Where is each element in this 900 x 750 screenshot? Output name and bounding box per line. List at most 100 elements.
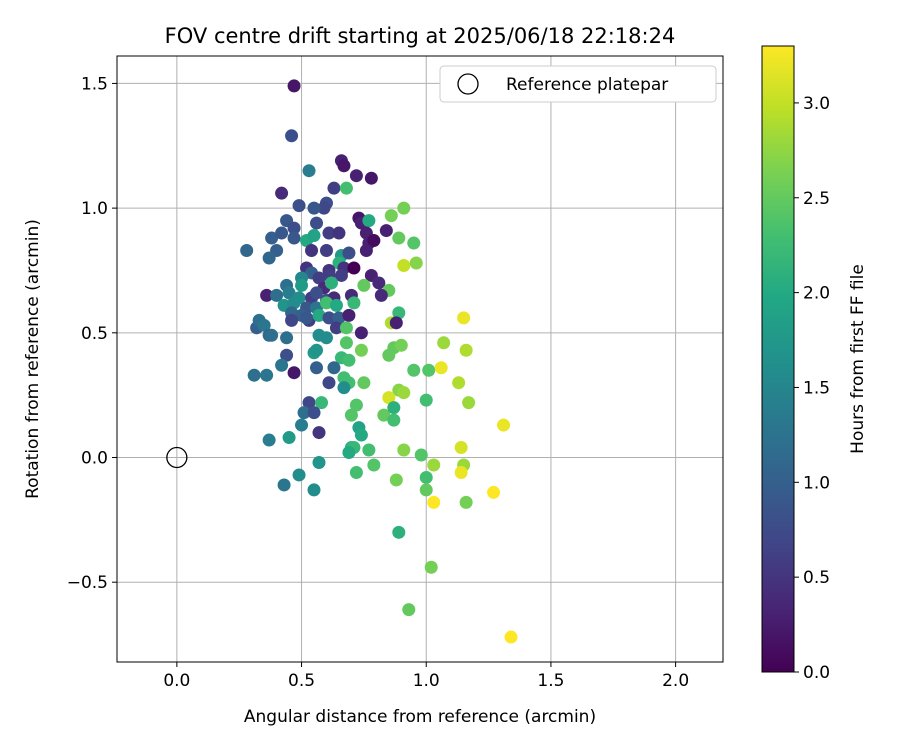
data-point: [265, 231, 279, 245]
data-point: [312, 308, 326, 322]
data-point: [392, 306, 406, 320]
data-point: [354, 343, 368, 357]
x-axis-label: Angular distance from reference (arcmin): [244, 707, 596, 727]
x-axis-ticks: 0.0 0.5 1.0 1.5 2.0: [163, 662, 689, 691]
data-point: [342, 246, 356, 260]
colorbar-tick-label: 3.0: [803, 94, 830, 114]
data-points: [240, 79, 518, 644]
colorbar-ticks: 0.0 0.5 1.0 1.5 2.0 2.5 3.0: [794, 94, 830, 683]
data-point: [312, 455, 326, 469]
data-point: [319, 296, 333, 310]
colorbar-label: Hours from first FF file: [848, 264, 868, 454]
data-point: [307, 406, 321, 420]
data-point: [367, 234, 381, 248]
data-point: [344, 408, 358, 422]
data-point: [342, 308, 356, 322]
data-point: [322, 226, 336, 240]
data-point: [414, 448, 428, 462]
data-point: [364, 171, 378, 185]
data-point: [327, 361, 341, 375]
y-tick-label: 0.5: [81, 324, 108, 344]
data-point: [427, 495, 441, 509]
data-point: [310, 286, 324, 300]
data-point: [322, 376, 336, 390]
data-point: [394, 338, 408, 352]
data-point: [329, 298, 343, 312]
data-point: [287, 296, 301, 310]
data-point: [317, 201, 331, 215]
y-tick-label: −0.5: [67, 573, 108, 593]
data-point: [297, 406, 311, 420]
data-point: [354, 428, 368, 442]
data-point: [427, 458, 441, 472]
colorbar-tick-label: 2.0: [803, 284, 830, 304]
data-point: [347, 296, 361, 310]
colorbar-tick-label: 0.0: [803, 663, 830, 683]
colorbar-tick-label: 2.5: [803, 189, 830, 209]
data-point: [392, 231, 406, 245]
data-point: [397, 386, 411, 400]
x-tick-label: 1.5: [537, 671, 564, 691]
data-point: [307, 201, 321, 215]
data-point: [392, 525, 406, 539]
data-point: [452, 376, 466, 390]
data-point: [300, 311, 314, 325]
data-point: [339, 321, 353, 335]
data-point: [329, 321, 343, 335]
data-point: [295, 418, 309, 432]
data-point: [387, 401, 401, 415]
data-point: [389, 473, 403, 487]
data-point: [367, 458, 381, 472]
data-point: [357, 376, 371, 390]
data-point: [307, 483, 321, 497]
data-point: [275, 226, 289, 240]
colorbar-tick-label: 1.5: [803, 378, 830, 398]
data-point: [462, 396, 476, 410]
data-point: [262, 433, 276, 447]
data-point: [240, 244, 254, 258]
data-point: [359, 244, 373, 258]
data-point: [419, 470, 433, 484]
chart-title: FOV centre drift starting at 2025/06/18 …: [165, 24, 676, 48]
reference-marker: [166, 446, 188, 469]
data-point: [349, 169, 363, 183]
data-point: [424, 560, 438, 574]
legend: Reference platepar: [439, 65, 717, 103]
legend-marker: [457, 73, 479, 95]
data-point: [322, 311, 336, 325]
data-point: [280, 348, 294, 362]
data-point: [314, 396, 328, 410]
data-point: [337, 381, 351, 395]
data-point: [337, 159, 351, 173]
data-point: [459, 343, 473, 357]
x-tick-label: 1.0: [413, 671, 440, 691]
data-point: [347, 261, 361, 275]
data-point: [282, 431, 296, 445]
data-point: [434, 361, 448, 375]
data-point: [342, 353, 356, 367]
data-point: [277, 478, 291, 492]
data-point: [305, 244, 319, 258]
data-point: [287, 231, 301, 245]
data-point: [349, 465, 363, 479]
data-point: [307, 229, 321, 243]
data-point: [419, 483, 433, 497]
data-point: [285, 129, 299, 143]
data-point: [287, 79, 301, 93]
data-point: [362, 214, 376, 228]
data-point: [292, 199, 306, 213]
data-point: [282, 286, 296, 300]
data-point: [457, 311, 471, 325]
data-point: [397, 258, 411, 272]
data-point: [327, 181, 341, 195]
data-point: [407, 236, 421, 250]
data-point: [382, 348, 396, 362]
data-point: [312, 271, 326, 285]
data-point: [407, 363, 421, 377]
data-point: [285, 313, 299, 327]
data-point: [349, 398, 363, 412]
y-axis-ticks: −0.5 0.0 0.5 1.0 1.5: [67, 74, 117, 593]
data-point: [295, 278, 309, 292]
y-tick-label: 1.0: [81, 199, 108, 219]
data-point: [487, 485, 501, 499]
